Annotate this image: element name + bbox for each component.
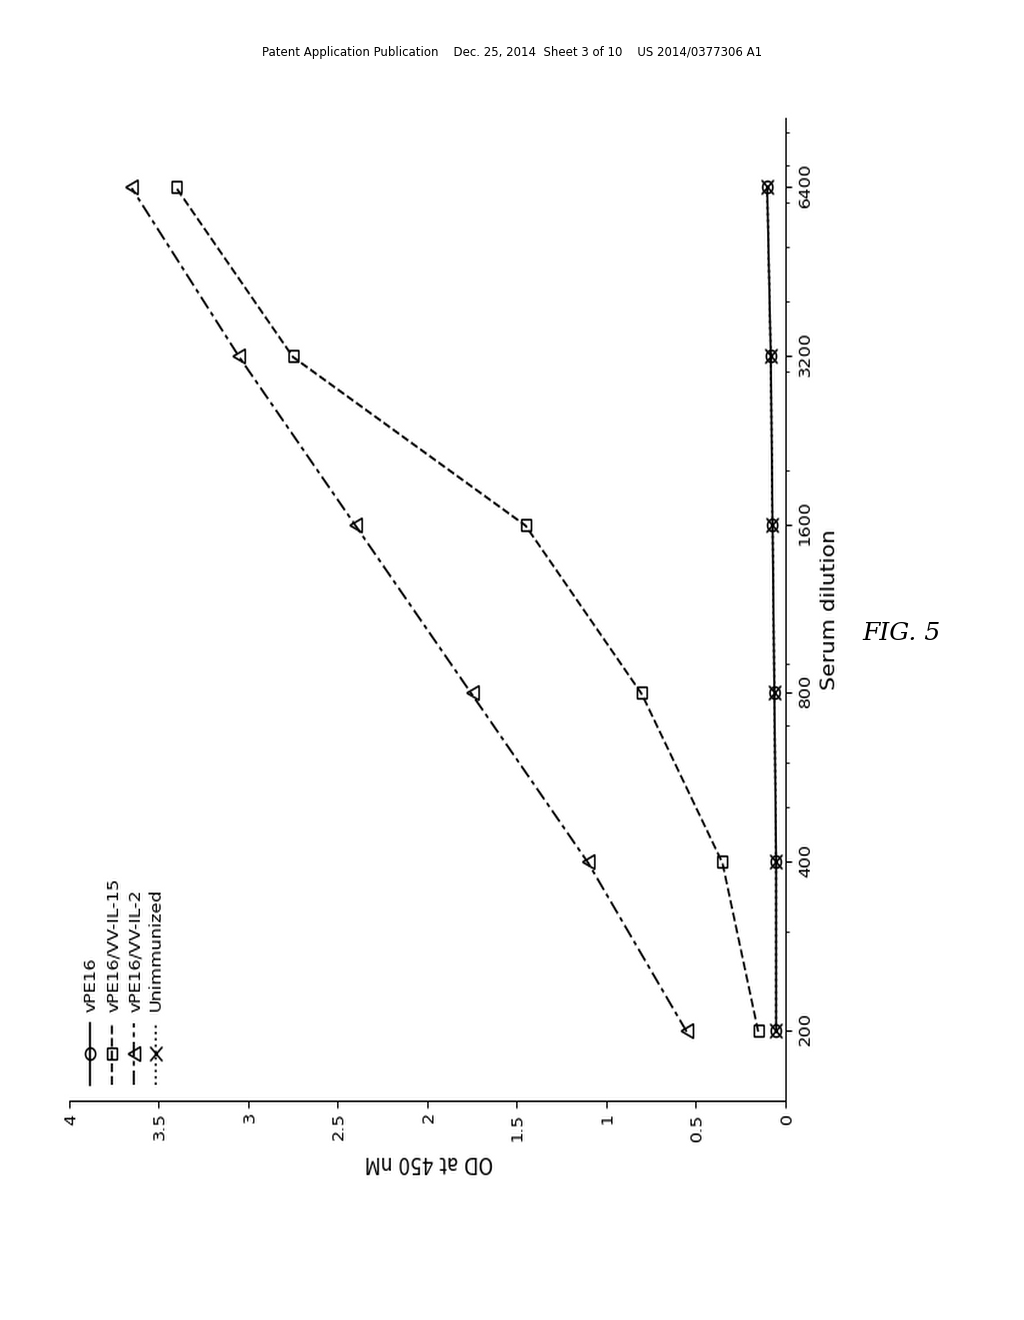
- Text: Patent Application Publication    Dec. 25, 2014  Sheet 3 of 10    US 2014/037730: Patent Application Publication Dec. 25, …: [262, 46, 762, 59]
- Text: FIG. 5: FIG. 5: [862, 622, 940, 645]
